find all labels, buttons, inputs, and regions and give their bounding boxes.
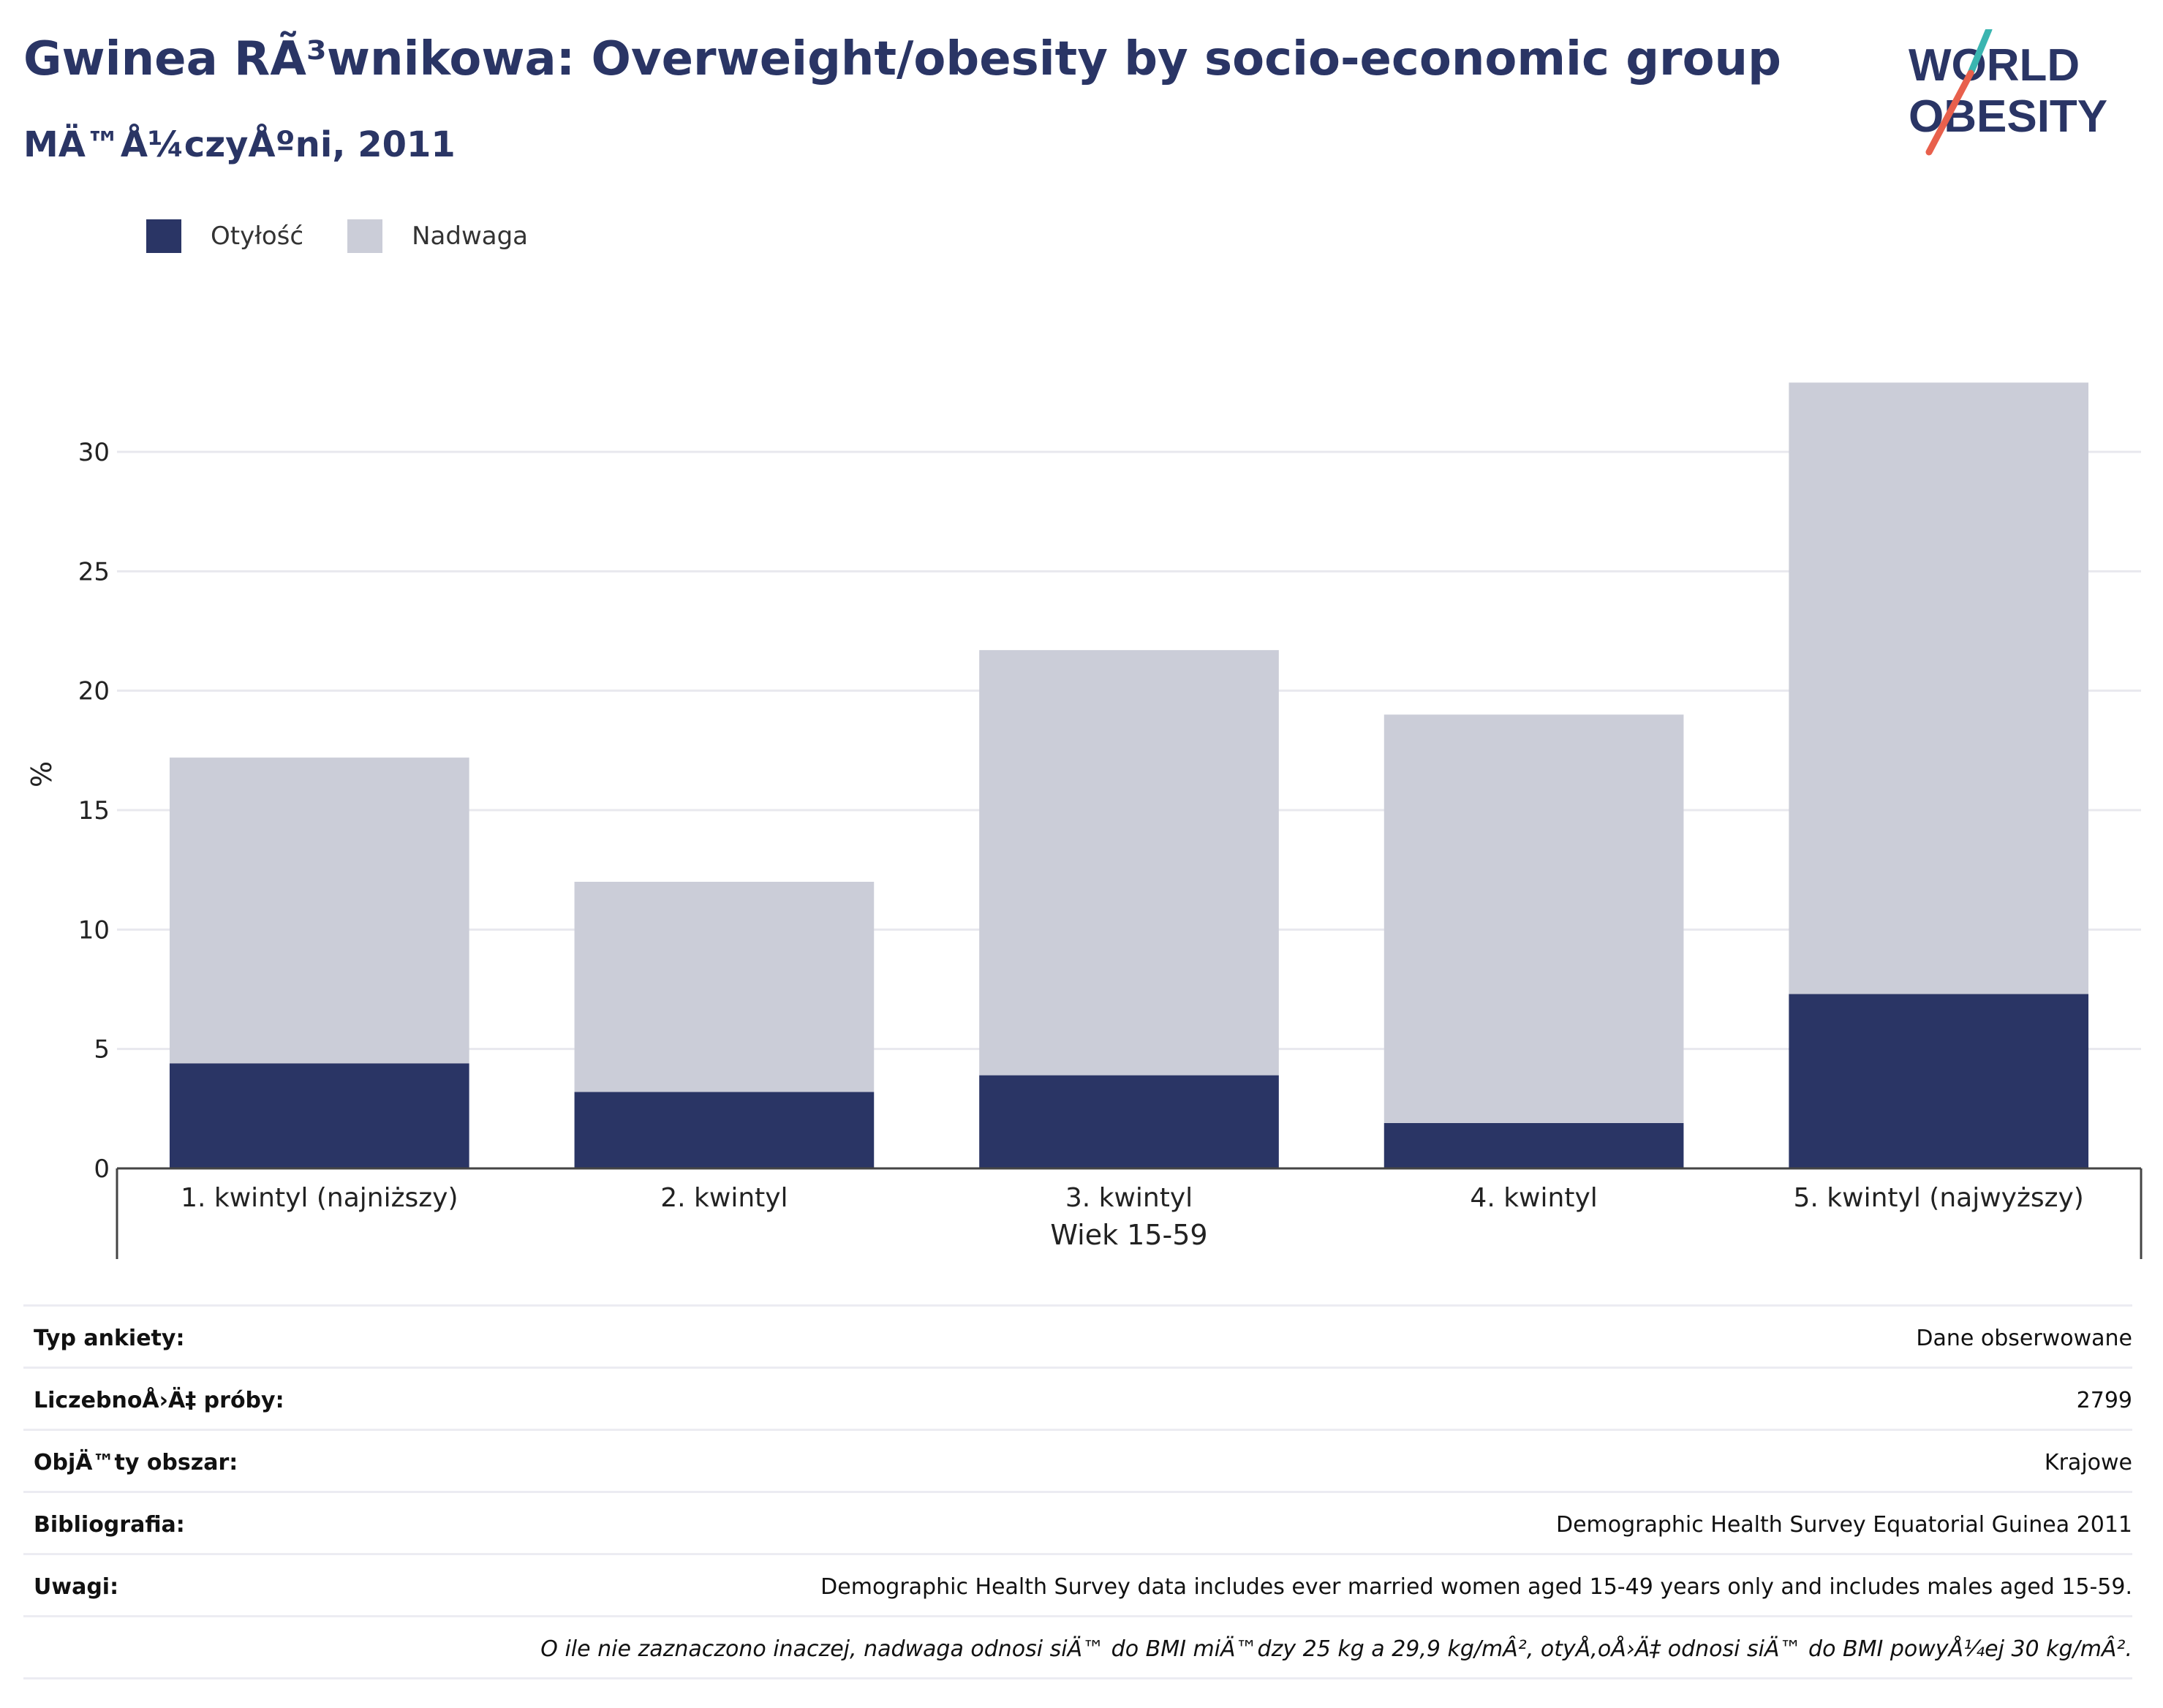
bar-overweight-2: [574, 882, 875, 1092]
table-bottom-rule: [23, 1677, 2132, 1679]
y-tick-label: 20: [78, 677, 110, 706]
x-tick-label: 3. kwintyl: [1065, 1183, 1193, 1213]
x-axis-label: Wiek 15-59: [1050, 1219, 1207, 1251]
x-tick-label: 4. kwintyl: [1470, 1183, 1597, 1213]
stacked-bar-chart: 0 5 10 15 20 25 30% 1. kwintyl (najniższy) 2. kw…: [26, 382, 2143, 1259]
bar-obesity-1: [169, 1063, 469, 1168]
chart-legend: Otyłość Nadwaga: [146, 219, 572, 253]
meta-row-bmi-note: O ile nie zaznaczono inaczej, nadwaga od…: [23, 1615, 2132, 1677]
meta-label: ObjÄ™ty obszar:: [34, 1450, 238, 1475]
x-tick-label: 1. kwintyl (najniższy): [181, 1183, 458, 1213]
world-obesity-logo: WORLD OBESITY: [1909, 29, 2107, 156]
bar-obesity-2: [574, 1092, 875, 1168]
meta-value: Demographic Health Survey Equatorial Gui…: [1555, 1512, 2132, 1538]
y-axis-label: %: [26, 761, 58, 787]
x-tick-label: 5. kwintyl (najwyższy): [1794, 1183, 2084, 1213]
meta-value: Dane obserwowane: [1916, 1326, 2132, 1351]
legend-label-overweight: Nadwaga: [412, 222, 529, 251]
bar-overweight-5: [1789, 382, 2089, 994]
meta-row-area: ObjÄ™ty obszar: Krajowe: [23, 1429, 2132, 1491]
y-tick-label: 0: [94, 1155, 110, 1184]
bar-overweight-3: [979, 650, 1279, 1076]
meta-row-bibliography: Bibliografia: Demographic Health Survey …: [23, 1491, 2132, 1553]
y-tick-label: 15: [78, 796, 110, 825]
chart-subtitle: MÄ™Å¼czyÅºni, 2011: [23, 124, 456, 165]
meta-label: Uwagi:: [34, 1574, 119, 1600]
bar-overweight-4: [1384, 714, 1684, 1123]
chart-title: Gwinea RÃ³wnikowa: Overweight/obesity by…: [23, 32, 1781, 86]
legend-swatch-obesity: [146, 219, 181, 253]
svg-text:WORLD: WORLD: [1909, 40, 2080, 91]
y-tick-label: 5: [94, 1035, 110, 1065]
bar-obesity-3: [979, 1075, 1279, 1168]
bar-obesity-5: [1789, 994, 2089, 1168]
y-tick-label: 30: [78, 438, 110, 467]
meta-label: Bibliografia:: [34, 1512, 185, 1538]
bmi-definition-note: O ile nie zaznaczono inaczej, nadwaga od…: [540, 1636, 2132, 1662]
y-tick-label: 10: [78, 915, 110, 945]
legend-swatch-overweight: [347, 219, 383, 253]
meta-value: Krajowe: [2044, 1450, 2132, 1475]
legend-item-overweight[interactable]: Nadwaga: [347, 219, 528, 253]
meta-label: Typ ankiety:: [34, 1326, 185, 1351]
legend-label-obesity: Otyłość: [211, 222, 304, 251]
meta-row-sample-size: LiczebnoÅ›Ä‡ próby: 2799: [23, 1367, 2132, 1429]
meta-row-survey-type: Typ ankiety: Dane obserwowane: [23, 1304, 2132, 1367]
legend-item-obesity[interactable]: Otyłość: [146, 219, 303, 253]
meta-label: LiczebnoÅ›Ä‡ próby:: [34, 1388, 284, 1413]
meta-value: 2799: [2076, 1388, 2132, 1413]
bar-overweight-1: [169, 757, 469, 1064]
meta-row-notes: Uwagi: Demographic Health Survey data in…: [23, 1553, 2132, 1615]
survey-metadata-table: Typ ankiety: Dane obserwowane LiczebnoÅ›…: [23, 1304, 2132, 1679]
y-tick-label: 25: [78, 557, 110, 586]
meta-value: Demographic Health Survey data includes …: [820, 1574, 2132, 1600]
x-tick-label: 2. kwintyl: [660, 1183, 788, 1213]
bar-obesity-4: [1384, 1122, 1684, 1168]
